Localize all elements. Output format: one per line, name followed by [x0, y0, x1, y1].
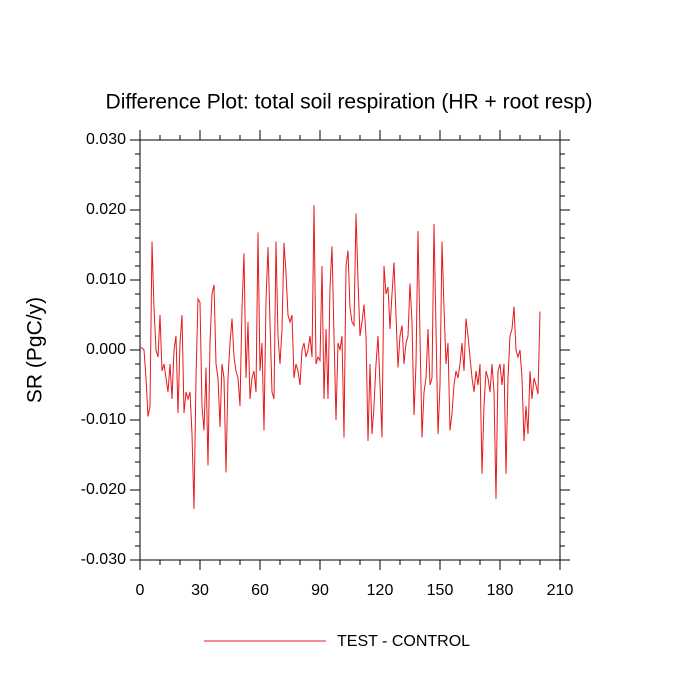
y-tick-label: -0.030: [81, 551, 126, 568]
y-tick-label: 0.020: [86, 201, 126, 218]
x-tick-label: 210: [547, 582, 574, 599]
x-tick-label: 90: [311, 582, 329, 599]
y-tick-label: 0.030: [86, 131, 126, 148]
x-tick-label: 0: [136, 582, 145, 599]
x-tick-label: 180: [487, 582, 514, 599]
y-tick-label: 0.000: [86, 341, 126, 358]
chart-title: Difference Plot: total soil respiration …: [106, 91, 593, 114]
y-tick-label: -0.020: [81, 481, 126, 498]
data-line: [140, 205, 541, 509]
legend-label: TEST - CONTROL: [337, 633, 470, 650]
x-tick-label: 120: [367, 582, 394, 599]
y-axis-label: SR (PgC/y): [24, 297, 47, 403]
x-tick-label: 150: [427, 582, 454, 599]
x-tick-label: 60: [251, 582, 269, 599]
plot-frame: [139, 139, 561, 561]
y-tick-label: 0.010: [86, 271, 126, 288]
y-tick-label: -0.010: [81, 411, 126, 428]
x-tick-label: 30: [191, 582, 209, 599]
